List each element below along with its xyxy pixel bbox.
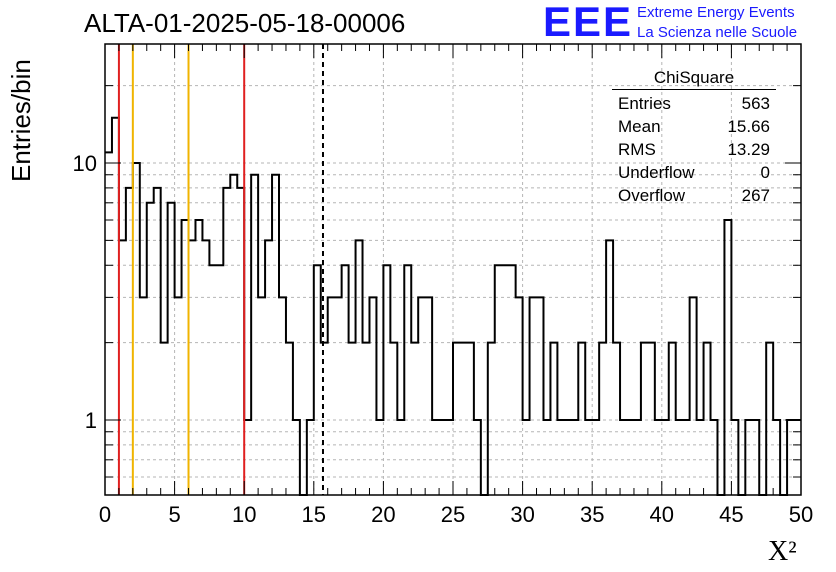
stats-value: 0 (760, 163, 770, 182)
stats-row-underflow: Underflow 0 (612, 161, 776, 184)
stats-row-rms: RMS 13.29 (612, 138, 776, 161)
x-tick-label: 35 (580, 502, 604, 527)
x-tick-label: 20 (371, 502, 395, 527)
stats-label: Mean (618, 117, 661, 136)
x-tick-label: 30 (510, 502, 534, 527)
eee-logo-mark: EEE (543, 0, 634, 45)
y-tick-label: 1 (85, 408, 97, 433)
stats-row-mean: Mean 15.66 (612, 115, 776, 138)
run-title: ALTA-01-2025-05-18-00006 (84, 8, 406, 38)
logo-text-line2: La Scienza nelle Scuole (637, 24, 798, 41)
stats-row-entries: Entries 563 (612, 92, 776, 115)
stats-label: Entries (618, 94, 671, 113)
stats-value: 13.29 (727, 140, 770, 159)
x-tick-label: 45 (719, 502, 743, 527)
stats-box: ChiSquare Entries 563 Mean 15.66 RMS 13.… (612, 68, 776, 207)
stats-value: 15.66 (727, 117, 770, 136)
x-tick-label: 0 (99, 502, 111, 527)
stats-title: ChiSquare (612, 68, 776, 90)
x-tick-label: 40 (650, 502, 674, 527)
x-tick-label: 5 (168, 502, 180, 527)
x-tick-label: 15 (302, 502, 326, 527)
logo-text-line1: Extreme Energy Events (637, 4, 795, 21)
stats-label: RMS (618, 140, 656, 159)
stats-value: 563 (741, 94, 770, 113)
stats-value: 267 (741, 186, 770, 205)
stats-row-overflow: Overflow 267 (612, 184, 776, 207)
x-axis-label: X² (768, 536, 797, 567)
y-tick-label: 10 (73, 151, 97, 176)
y-axis-label: Entries/bin (6, 59, 36, 182)
x-tick-label: 10 (232, 502, 256, 527)
stats-label: Overflow (618, 186, 686, 205)
x-tick-label: 50 (789, 502, 813, 527)
stats-label: Underflow (618, 163, 695, 182)
histogram-bars (105, 116, 801, 496)
eee-logo: EEE Extreme Energy Events La Scienza nel… (543, 0, 833, 45)
x-tick-label: 25 (441, 502, 465, 527)
